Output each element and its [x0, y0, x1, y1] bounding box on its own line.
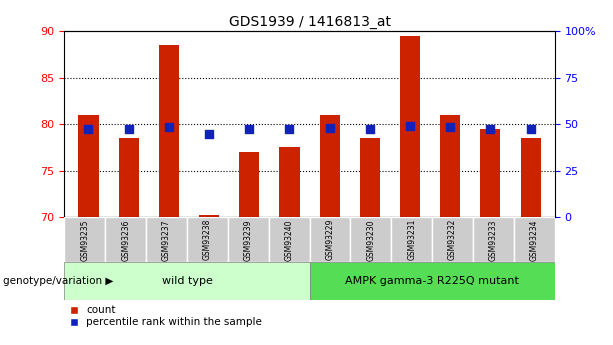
Bar: [119, 138, 139, 217]
Text: GSM93239: GSM93239: [244, 219, 253, 260]
Text: GSM93230: GSM93230: [367, 219, 375, 260]
Bar: [64, 217, 105, 262]
Bar: [105, 217, 146, 262]
Point: [526, 126, 536, 131]
Bar: [432, 217, 473, 262]
Text: wild type: wild type: [162, 276, 212, 286]
Bar: [310, 217, 351, 262]
Point: [204, 132, 214, 137]
Text: GSM93229: GSM93229: [326, 219, 335, 260]
Bar: [159, 45, 179, 217]
Bar: [481, 129, 500, 217]
Point: [485, 126, 495, 131]
Text: GSM93238: GSM93238: [203, 219, 212, 260]
Bar: [440, 115, 460, 217]
Point: [365, 126, 375, 131]
Text: AMPK gamma-3 R225Q mutant: AMPK gamma-3 R225Q mutant: [345, 276, 519, 286]
Text: GSM93234: GSM93234: [530, 219, 539, 260]
Point: [124, 126, 134, 131]
Text: GSM93231: GSM93231: [407, 219, 416, 260]
Bar: [514, 217, 555, 262]
Text: GSM93235: GSM93235: [80, 219, 89, 260]
Bar: [146, 217, 187, 262]
Bar: [360, 138, 380, 217]
Text: GSM93237: GSM93237: [162, 219, 171, 260]
Bar: [187, 217, 228, 262]
Text: GSM93232: GSM93232: [448, 219, 457, 260]
Title: GDS1939 / 1416813_at: GDS1939 / 1416813_at: [229, 14, 390, 29]
Text: GSM93233: GSM93233: [489, 219, 498, 260]
Bar: [239, 152, 259, 217]
Bar: [391, 217, 432, 262]
Text: GSM93236: GSM93236: [121, 219, 130, 260]
Bar: [64, 262, 310, 300]
Point: [284, 126, 294, 131]
Bar: [310, 262, 555, 300]
Bar: [400, 36, 420, 217]
Point: [405, 123, 415, 129]
Point: [245, 126, 254, 131]
Bar: [199, 216, 219, 217]
Text: genotype/variation ▶: genotype/variation ▶: [3, 276, 113, 286]
Bar: [78, 115, 99, 217]
Point: [164, 124, 173, 130]
Bar: [268, 217, 310, 262]
Point: [325, 125, 335, 131]
Bar: [228, 217, 268, 262]
Bar: [520, 138, 541, 217]
Legend: count, percentile rank within the sample: count, percentile rank within the sample: [69, 305, 262, 327]
Bar: [280, 148, 300, 217]
Point: [446, 124, 455, 130]
Point: [83, 126, 93, 131]
Bar: [319, 115, 340, 217]
Bar: [351, 217, 391, 262]
Bar: [473, 217, 514, 262]
Text: GSM93240: GSM93240: [284, 219, 294, 260]
